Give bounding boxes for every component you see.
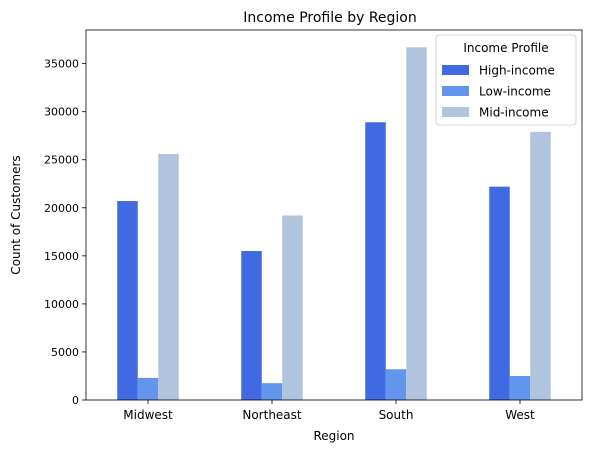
y-tick-label: 30000 — [44, 106, 79, 119]
x-tick-label: South — [379, 408, 414, 422]
legend-items: High-income Low-income Mid-income — [442, 64, 555, 120]
bar-mid-income-northeast — [282, 215, 303, 400]
y-axis: 0 5000 10000 15000 20000 25000 30000 35000 — [44, 58, 86, 407]
legend-label: High-income — [479, 64, 555, 78]
y-tick-label: 5000 — [51, 346, 79, 359]
legend-title: Income Profile — [463, 41, 548, 55]
legend-swatch — [442, 86, 469, 96]
y-tick-label: 25000 — [44, 154, 79, 167]
y-tick-label: 20000 — [44, 202, 79, 215]
x-tick-label: West — [505, 408, 535, 422]
bar-low-income-midwest — [137, 377, 159, 400]
bar-low-income-south — [385, 369, 407, 400]
x-axis: Midwest Northeast South West — [123, 400, 535, 422]
legend-swatch — [442, 107, 469, 117]
bar-mid-income-midwest — [158, 153, 179, 400]
y-tick-label: 15000 — [44, 250, 79, 263]
x-tick-label: Northeast — [242, 408, 302, 422]
legend-label: Mid-income — [479, 106, 549, 120]
y-tick-label: 10000 — [44, 298, 79, 311]
bar-low-income-northeast — [261, 383, 283, 400]
chart-title: Income Profile by Region — [243, 10, 417, 26]
legend-box — [435, 34, 577, 126]
bar-high-income-northeast — [241, 251, 262, 400]
bar-mid-income-south — [406, 47, 427, 400]
bar-high-income-midwest — [117, 201, 138, 400]
bar-low-income-west — [509, 375, 531, 400]
x-axis-label: Region — [313, 429, 354, 443]
bars-group — [117, 47, 551, 401]
y-tick-label: 0 — [72, 394, 79, 407]
bar-high-income-south — [365, 122, 386, 401]
legend-swatch — [442, 65, 469, 75]
x-tick-label: Midwest — [123, 408, 173, 422]
legend: Income Profile High-income Low-income Mid-… — [435, 34, 577, 126]
y-tick-label: 35000 — [44, 58, 79, 71]
y-axis-label: Count of Customers — [9, 155, 23, 274]
legend-label: Low-income — [479, 85, 551, 99]
plot-frame — [85, 29, 583, 401]
bar-high-income-west — [489, 186, 510, 400]
bar-mid-income-west — [530, 131, 551, 401]
